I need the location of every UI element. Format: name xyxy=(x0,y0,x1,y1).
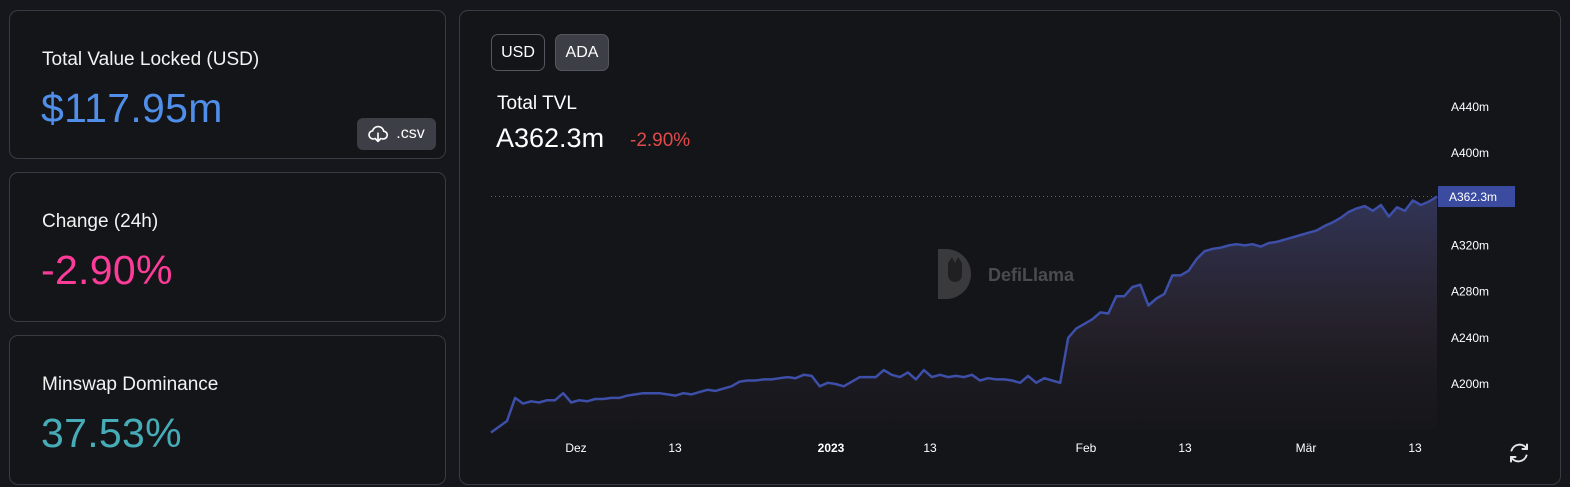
x-tick-label: 2023 xyxy=(818,441,845,455)
tvl-area xyxy=(491,196,1437,433)
chart-current-value: A362.3m xyxy=(496,123,605,153)
x-tick-label: 13 xyxy=(668,441,682,455)
x-axis: Dez 13 2023 13 Feb 13 Mär 13 xyxy=(565,441,1422,455)
plot-area xyxy=(490,195,1438,434)
defillama-watermark: DefiLlama xyxy=(938,249,1075,299)
denomination-usd-button[interactable]: USD xyxy=(491,34,545,71)
current-value-label: A362.3m xyxy=(1449,190,1497,204)
dominance-label: Minswap Dominance xyxy=(42,374,219,395)
x-tick-label: Feb xyxy=(1076,441,1097,455)
dominance-value: 37.53% xyxy=(41,410,182,456)
x-tick-label: Dez xyxy=(565,441,586,455)
tvl-series-line xyxy=(490,195,1438,434)
cloud-download-icon xyxy=(368,125,389,143)
y-tick-label: A320m xyxy=(1451,238,1489,252)
change-label: Change (24h) xyxy=(42,211,159,232)
y-tick-label: A400m xyxy=(1451,146,1489,160)
x-tick-label: 13 xyxy=(1408,441,1422,455)
dominance-card: Minswap Dominance 37.53% xyxy=(9,335,446,485)
tvl-value: $117.95m xyxy=(41,85,223,131)
csv-label: .csv xyxy=(396,125,425,142)
chart-change: -2.90% xyxy=(630,130,691,151)
y-tick-label: A200m xyxy=(1451,377,1489,391)
watermark-text: DefiLlama xyxy=(988,265,1075,285)
x-tick-label: 13 xyxy=(923,441,937,455)
refresh-button[interactable] xyxy=(1507,441,1531,465)
chart-title: Total TVL xyxy=(497,93,577,114)
y-axis: A200m A240m A280m A320m A400m A440m xyxy=(1451,100,1489,391)
change-card: Change (24h) -2.90% xyxy=(9,172,446,322)
tvl-card: Total Value Locked (USD) $117.95m .csv xyxy=(9,10,446,159)
tvl-chart[interactable]: DefiLlama A200m A240m A280m A320m A400m A440m… xyxy=(460,11,1561,485)
change-value: -2.90% xyxy=(41,247,173,293)
x-tick-label: 13 xyxy=(1178,441,1192,455)
y-tick-label: A240m xyxy=(1451,331,1489,345)
chart-panel: USD ADA Total TVL A362.3m -2.90% DefiLla… xyxy=(459,10,1561,485)
denomination-ada-button[interactable]: ADA xyxy=(555,34,609,71)
y-tick-label: A440m xyxy=(1451,100,1489,114)
x-tick-label: Mär xyxy=(1296,441,1317,455)
defillama-logo-icon xyxy=(938,249,971,299)
y-tick-label: A280m xyxy=(1451,285,1489,299)
csv-download-button[interactable]: .csv xyxy=(357,118,436,150)
tvl-label: Total Value Locked (USD) xyxy=(42,49,260,70)
refresh-icon xyxy=(1510,443,1528,463)
current-value-marker: A362.3m xyxy=(1438,186,1515,208)
